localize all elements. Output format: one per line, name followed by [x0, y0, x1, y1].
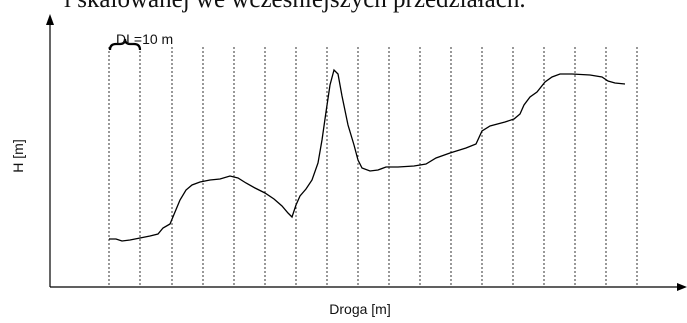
x-axis-label: Droga [m]: [329, 301, 391, 317]
terrain-profile-line: [109, 68, 626, 242]
interval-brace: [108, 38, 142, 51]
preceding-text-line: i skalowanej we wcześniejszych przedział…: [64, 0, 687, 14]
y-axis-arrowhead: [46, 14, 54, 25]
segment-length-label: DL=10 m: [116, 31, 174, 47]
x-axis-arrowhead: [677, 283, 687, 291]
interval-gridlines: [108, 47, 638, 287]
y-axis-label: H [m]: [10, 139, 26, 173]
